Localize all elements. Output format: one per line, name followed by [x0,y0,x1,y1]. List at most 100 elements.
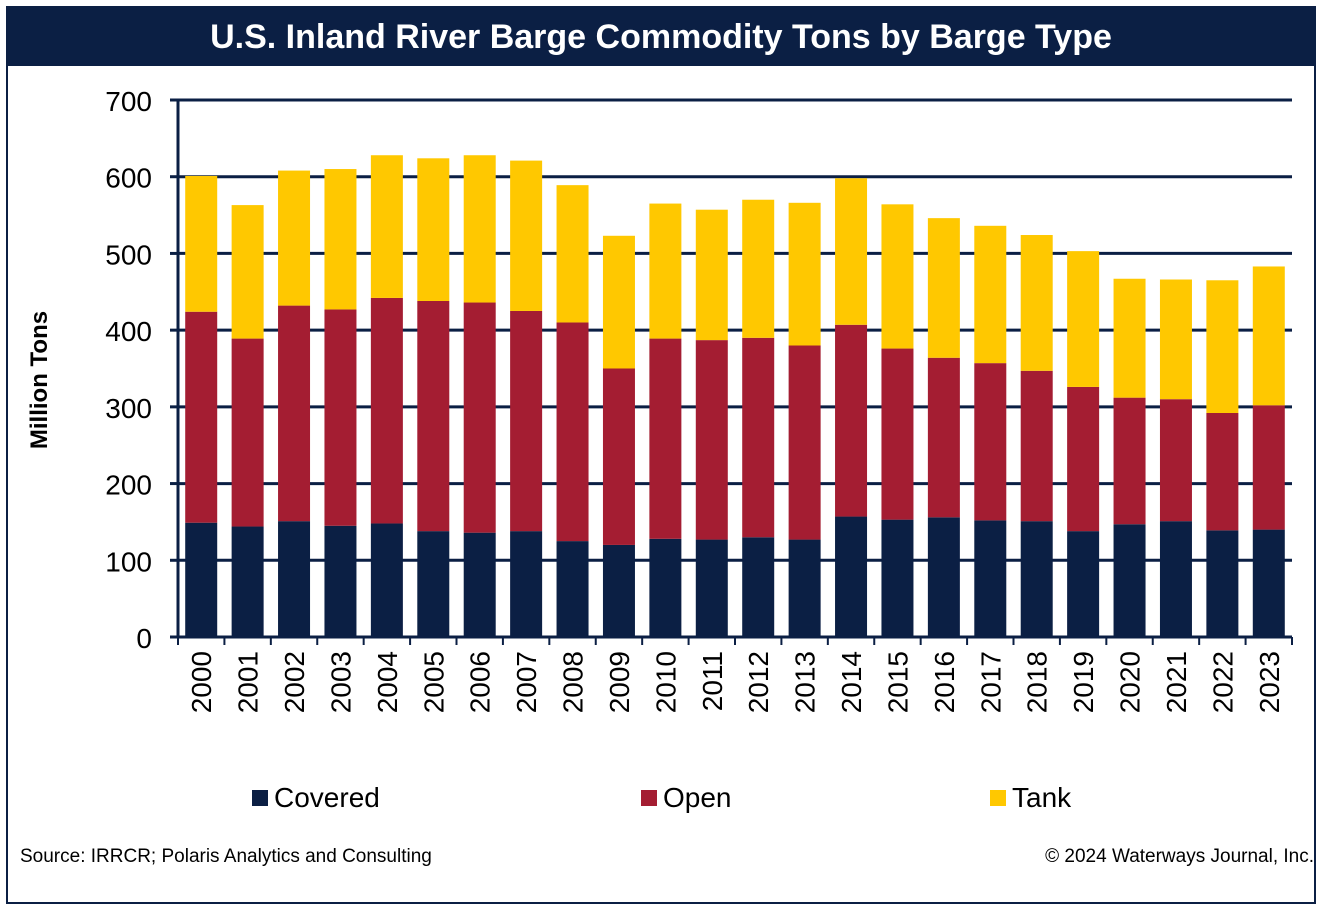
x-tick-label-2000: 2000 [186,651,217,713]
bar-tank-2012 [742,199,775,338]
bar-tank-2015 [881,204,914,349]
y-axis-label: Million Tons [26,310,53,450]
bar-open-2016 [927,357,960,518]
bar-tank-2011 [695,209,728,341]
bar-covered-2015 [881,519,914,637]
x-tick-label-2019: 2019 [1068,651,1099,713]
bar-tank-2016 [927,218,960,358]
bar-tank-2018 [1020,235,1053,371]
y-tick-label-300: 300 [105,393,152,424]
bar-tank-2009 [602,235,635,369]
bar-covered-2004 [370,523,403,637]
y-tick-label-600: 600 [105,163,152,194]
bar-covered-2012 [742,537,775,637]
bar-tank-2008 [556,185,589,323]
bar-covered-2022 [1206,530,1239,637]
x-tick-label-2013: 2013 [790,651,821,713]
x-tick-label-2007: 2007 [511,651,542,713]
bar-tank-2010 [649,203,682,339]
x-tick-label-2009: 2009 [604,651,635,713]
x-tick-label-2008: 2008 [558,651,589,713]
y-tick-label-200: 200 [105,470,152,501]
bar-open-2010 [649,338,682,539]
bar-open-2017 [974,363,1007,521]
bar-tank-2001 [231,205,264,339]
x-tick-label-2017: 2017 [975,651,1006,713]
bar-open-2005 [417,300,450,532]
bar-tank-2020 [1113,278,1146,398]
bar-tank-2013 [788,202,821,346]
x-tick-label-2023: 2023 [1254,651,1285,713]
bar-tank-2003 [324,169,357,310]
x-tick-label-2012: 2012 [743,651,774,713]
bar-tank-2005 [417,158,450,301]
bar-open-2020 [1113,397,1146,525]
bar-tank-2002 [278,170,311,306]
x-tick-label-2010: 2010 [650,651,681,713]
copyright-note: © 2024 Waterways Journal, Inc. [1045,846,1314,867]
legend-item-tank: Tank [990,782,1071,814]
x-tick-label-2015: 2015 [882,651,913,713]
bar-open-2018 [1020,370,1053,522]
source-note: Source: IRRCR; Polaris Analytics and Con… [20,846,432,867]
y-tick-label-0: 0 [136,623,152,654]
bar-covered-2000 [185,522,218,637]
bar-open-2008 [556,322,589,542]
bar-open-2003 [324,309,357,526]
y-tick-label-700: 700 [105,86,152,117]
x-tick-label-2001: 2001 [233,651,264,713]
bar-tank-2017 [974,225,1007,364]
y-tick-label-500: 500 [105,239,152,270]
bar-tank-2007 [510,160,543,311]
bar-open-2011 [695,340,728,540]
bar-tank-2021 [1159,279,1192,400]
bar-tank-2006 [463,155,496,303]
bar-tank-2004 [370,155,403,298]
bar-covered-2016 [927,517,960,637]
bar-tank-2019 [1067,251,1100,387]
bar-covered-2001 [231,526,264,637]
legend-label-tank: Tank [1012,782,1072,813]
legend-item-covered: Covered [252,782,380,814]
bar-open-2007 [510,310,543,532]
x-tick-label-2003: 2003 [325,651,356,713]
legend-item-open: Open [641,782,732,814]
bar-covered-2003 [324,525,357,637]
bar-tank-2000 [185,175,218,312]
bar-open-2022 [1206,412,1239,531]
bar-covered-2017 [974,520,1007,637]
y-tick-label-100: 100 [105,546,152,577]
bar-open-2006 [463,302,496,533]
legend-swatch-covered [252,790,268,806]
x-tick-label-2006: 2006 [465,651,496,713]
bar-covered-2020 [1113,524,1146,637]
bar-covered-2018 [1020,521,1053,637]
bar-open-2001 [231,338,264,527]
bar-tank-2022 [1206,280,1239,413]
bar-covered-2021 [1159,521,1192,637]
y-axis-label-container: Million Tons [10,250,70,510]
x-tick-label-2011: 2011 [697,651,728,711]
bar-tank-2014 [835,178,868,325]
bar-open-2012 [742,337,775,538]
bar-covered-2010 [649,538,682,637]
x-tick-label-2004: 2004 [372,651,403,713]
bar-covered-2005 [417,531,450,637]
x-tick-label-2016: 2016 [929,651,960,713]
chart-title: U.S. Inland River Barge Commodity Tons b… [8,8,1314,66]
bar-open-2021 [1159,399,1192,522]
bar-covered-2006 [463,532,496,637]
bar-open-2015 [881,348,914,520]
legend-label-covered: Covered [274,782,380,813]
bar-open-2023 [1252,405,1285,530]
bar-covered-2008 [556,541,589,637]
bar-covered-2019 [1067,531,1100,637]
bar-covered-2013 [788,539,821,637]
x-tick-label-2018: 2018 [1022,651,1053,713]
bar-covered-2002 [278,521,311,637]
legend-swatch-open [641,790,657,806]
bar-open-2004 [370,297,403,524]
x-tick-label-2022: 2022 [1207,651,1238,713]
bar-covered-2009 [602,544,635,637]
